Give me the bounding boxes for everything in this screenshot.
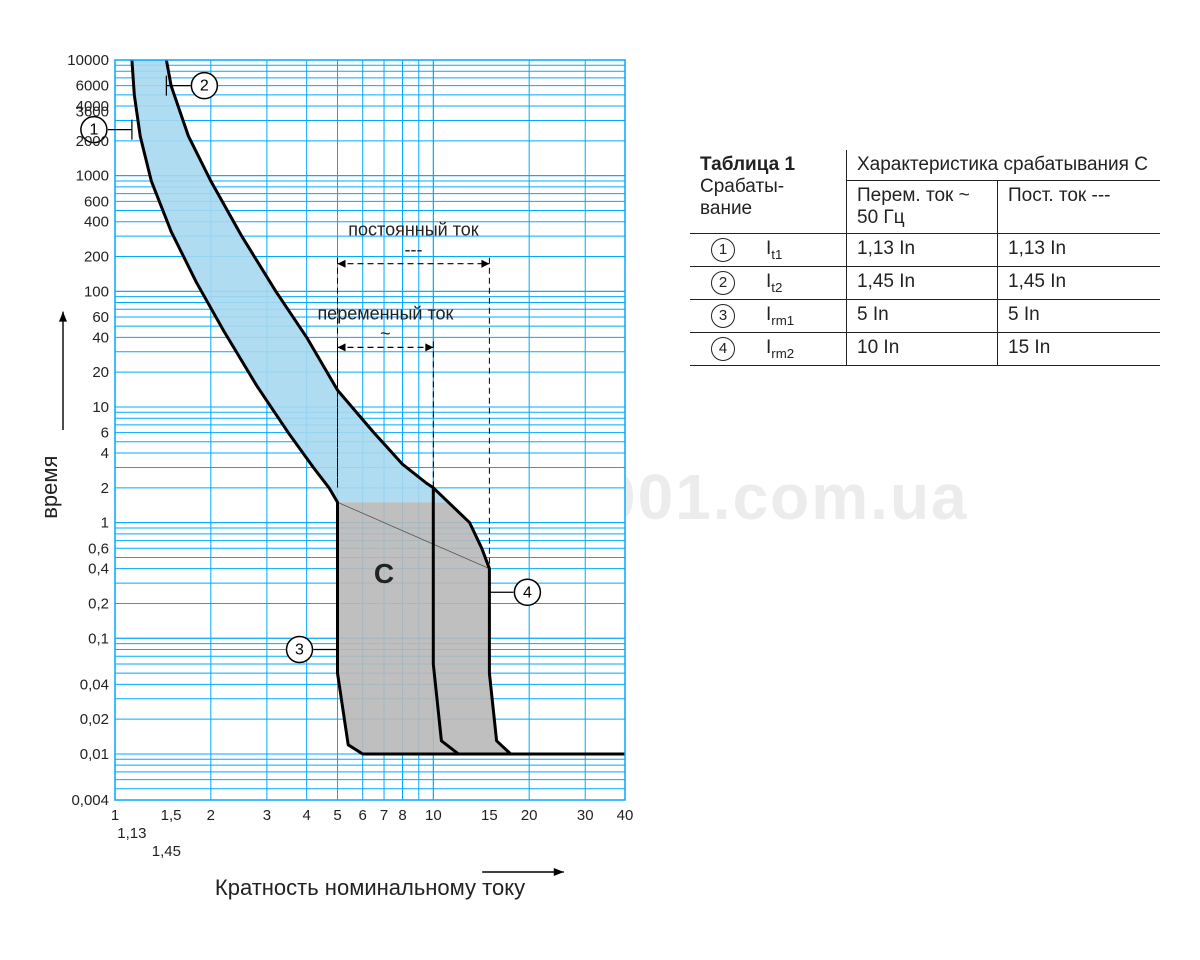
row-dc-value: 5 In [998, 300, 1161, 333]
row-circled-number: 3 [711, 304, 735, 328]
svg-text:2: 2 [207, 807, 215, 824]
svg-text:10000: 10000 [67, 52, 109, 69]
svg-text:600: 600 [84, 193, 109, 210]
svg-text:4: 4 [302, 807, 310, 824]
table-row: 2It21,45 In1,45 In [690, 267, 1160, 300]
svg-text:0,04: 0,04 [80, 676, 109, 693]
svg-text:4: 4 [523, 584, 532, 601]
row-symbol: It1 [756, 234, 847, 267]
svg-text:1: 1 [101, 515, 109, 532]
svg-text:20: 20 [521, 807, 538, 824]
col-dc-header: Пост. ток --- [998, 181, 1161, 234]
svg-text:1: 1 [111, 807, 119, 824]
trip-table: Таблица 1 Срабаты-вание Характеристика с… [690, 150, 1160, 366]
svg-text:10: 10 [425, 807, 442, 824]
svg-text:60: 60 [92, 309, 109, 326]
row-symbol: It2 [756, 267, 847, 300]
col-ac-header: Перем. ток ~ 50 Гц [847, 181, 998, 234]
svg-text:0,1: 0,1 [88, 630, 109, 647]
svg-text:5: 5 [333, 807, 341, 824]
svg-text:0,004: 0,004 [71, 792, 109, 809]
row-dc-value: 1,45 In [998, 267, 1161, 300]
svg-text:0,2: 0,2 [88, 595, 109, 612]
svg-text:10: 10 [92, 399, 109, 416]
svg-text:100: 100 [84, 283, 109, 300]
svg-text:---: --- [404, 240, 422, 260]
svg-text:1000: 1000 [76, 168, 109, 185]
svg-text:200: 200 [84, 249, 109, 266]
svg-text:4: 4 [101, 445, 109, 462]
table-title: Таблица 1 [700, 154, 795, 175]
table-header-right: Характеристика срабатывания C [847, 150, 1161, 181]
svg-text:0,01: 0,01 [80, 746, 109, 763]
row-dc-value: 15 In [998, 333, 1161, 366]
row-ac-value: 10 In [847, 333, 998, 366]
trip-curve-chart: постоянный ток--- переменный ток~ C 1 2 3 4 0,0… [40, 40, 660, 920]
svg-text:40: 40 [617, 807, 634, 824]
row-symbol: Irm2 [756, 333, 847, 366]
svg-text:C: C [374, 558, 394, 589]
svg-text:6: 6 [359, 807, 367, 824]
table-subtitle: Срабаты-вание [700, 176, 784, 219]
svg-text:2: 2 [200, 78, 209, 95]
row-ac-value: 1,13 In [847, 234, 998, 267]
table-row: 1It11,13 In1,13 In [690, 234, 1160, 267]
row-circled-number: 1 [711, 238, 735, 262]
svg-text:Кратность номинальному току: Кратность номинальному току [215, 875, 525, 900]
svg-text:постоянный ток: постоянный ток [348, 220, 478, 240]
svg-text:15: 15 [481, 807, 498, 824]
svg-text:6: 6 [101, 425, 109, 442]
svg-text:20: 20 [92, 364, 109, 381]
row-ac-value: 5 In [847, 300, 998, 333]
svg-text:1,5: 1,5 [161, 807, 182, 824]
table-row: 3Irm15 In5 In [690, 300, 1160, 333]
svg-text:7: 7 [380, 807, 388, 824]
table-header-left: Таблица 1 Срабаты-вание [690, 150, 847, 234]
svg-text:0,4: 0,4 [88, 561, 109, 578]
table-row: 4 Irm210 In15 In [690, 333, 1160, 366]
svg-text:время: время [40, 456, 62, 519]
row-symbol: Irm1 [756, 300, 847, 333]
svg-text:3: 3 [295, 642, 304, 659]
row-circled-number: 4 [711, 337, 735, 361]
svg-text:8: 8 [398, 807, 406, 824]
svg-text:30: 30 [577, 807, 594, 824]
row-dc-value: 1,13 In [998, 234, 1161, 267]
svg-text:2: 2 [101, 480, 109, 497]
svg-text:400: 400 [84, 214, 109, 231]
page: 001.com.ua постоянный ток---переменный т… [0, 0, 1200, 960]
svg-text:2000: 2000 [76, 133, 109, 150]
svg-text:переменный ток: переменный ток [317, 303, 453, 323]
row-circled-number: 2 [711, 271, 735, 295]
svg-text:0,02: 0,02 [80, 711, 109, 728]
svg-text:6000: 6000 [76, 78, 109, 95]
svg-text:4000: 4000 [76, 98, 109, 115]
svg-text:0,6: 0,6 [88, 540, 109, 557]
svg-text:40: 40 [92, 329, 109, 346]
row-ac-value: 1,45 In [847, 267, 998, 300]
svg-text:1,45: 1,45 [152, 843, 181, 860]
svg-text:~: ~ [380, 323, 391, 343]
svg-text:3: 3 [263, 807, 271, 824]
svg-text:1,13: 1,13 [117, 825, 146, 842]
